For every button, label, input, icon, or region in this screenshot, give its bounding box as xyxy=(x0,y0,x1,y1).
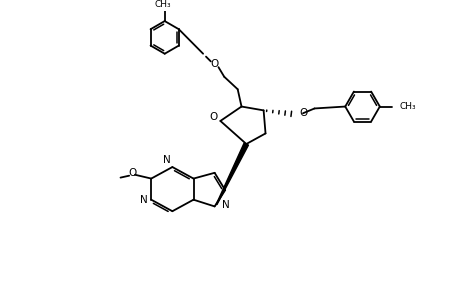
Text: N: N xyxy=(140,195,147,205)
Text: O: O xyxy=(209,112,217,122)
Text: O: O xyxy=(210,59,218,69)
Text: CH₃: CH₃ xyxy=(398,102,415,111)
Text: O: O xyxy=(128,168,136,178)
Text: O: O xyxy=(298,108,307,118)
Polygon shape xyxy=(216,143,248,205)
Text: N: N xyxy=(222,200,230,211)
Text: CH₃: CH₃ xyxy=(154,0,171,9)
Text: N: N xyxy=(162,155,170,165)
